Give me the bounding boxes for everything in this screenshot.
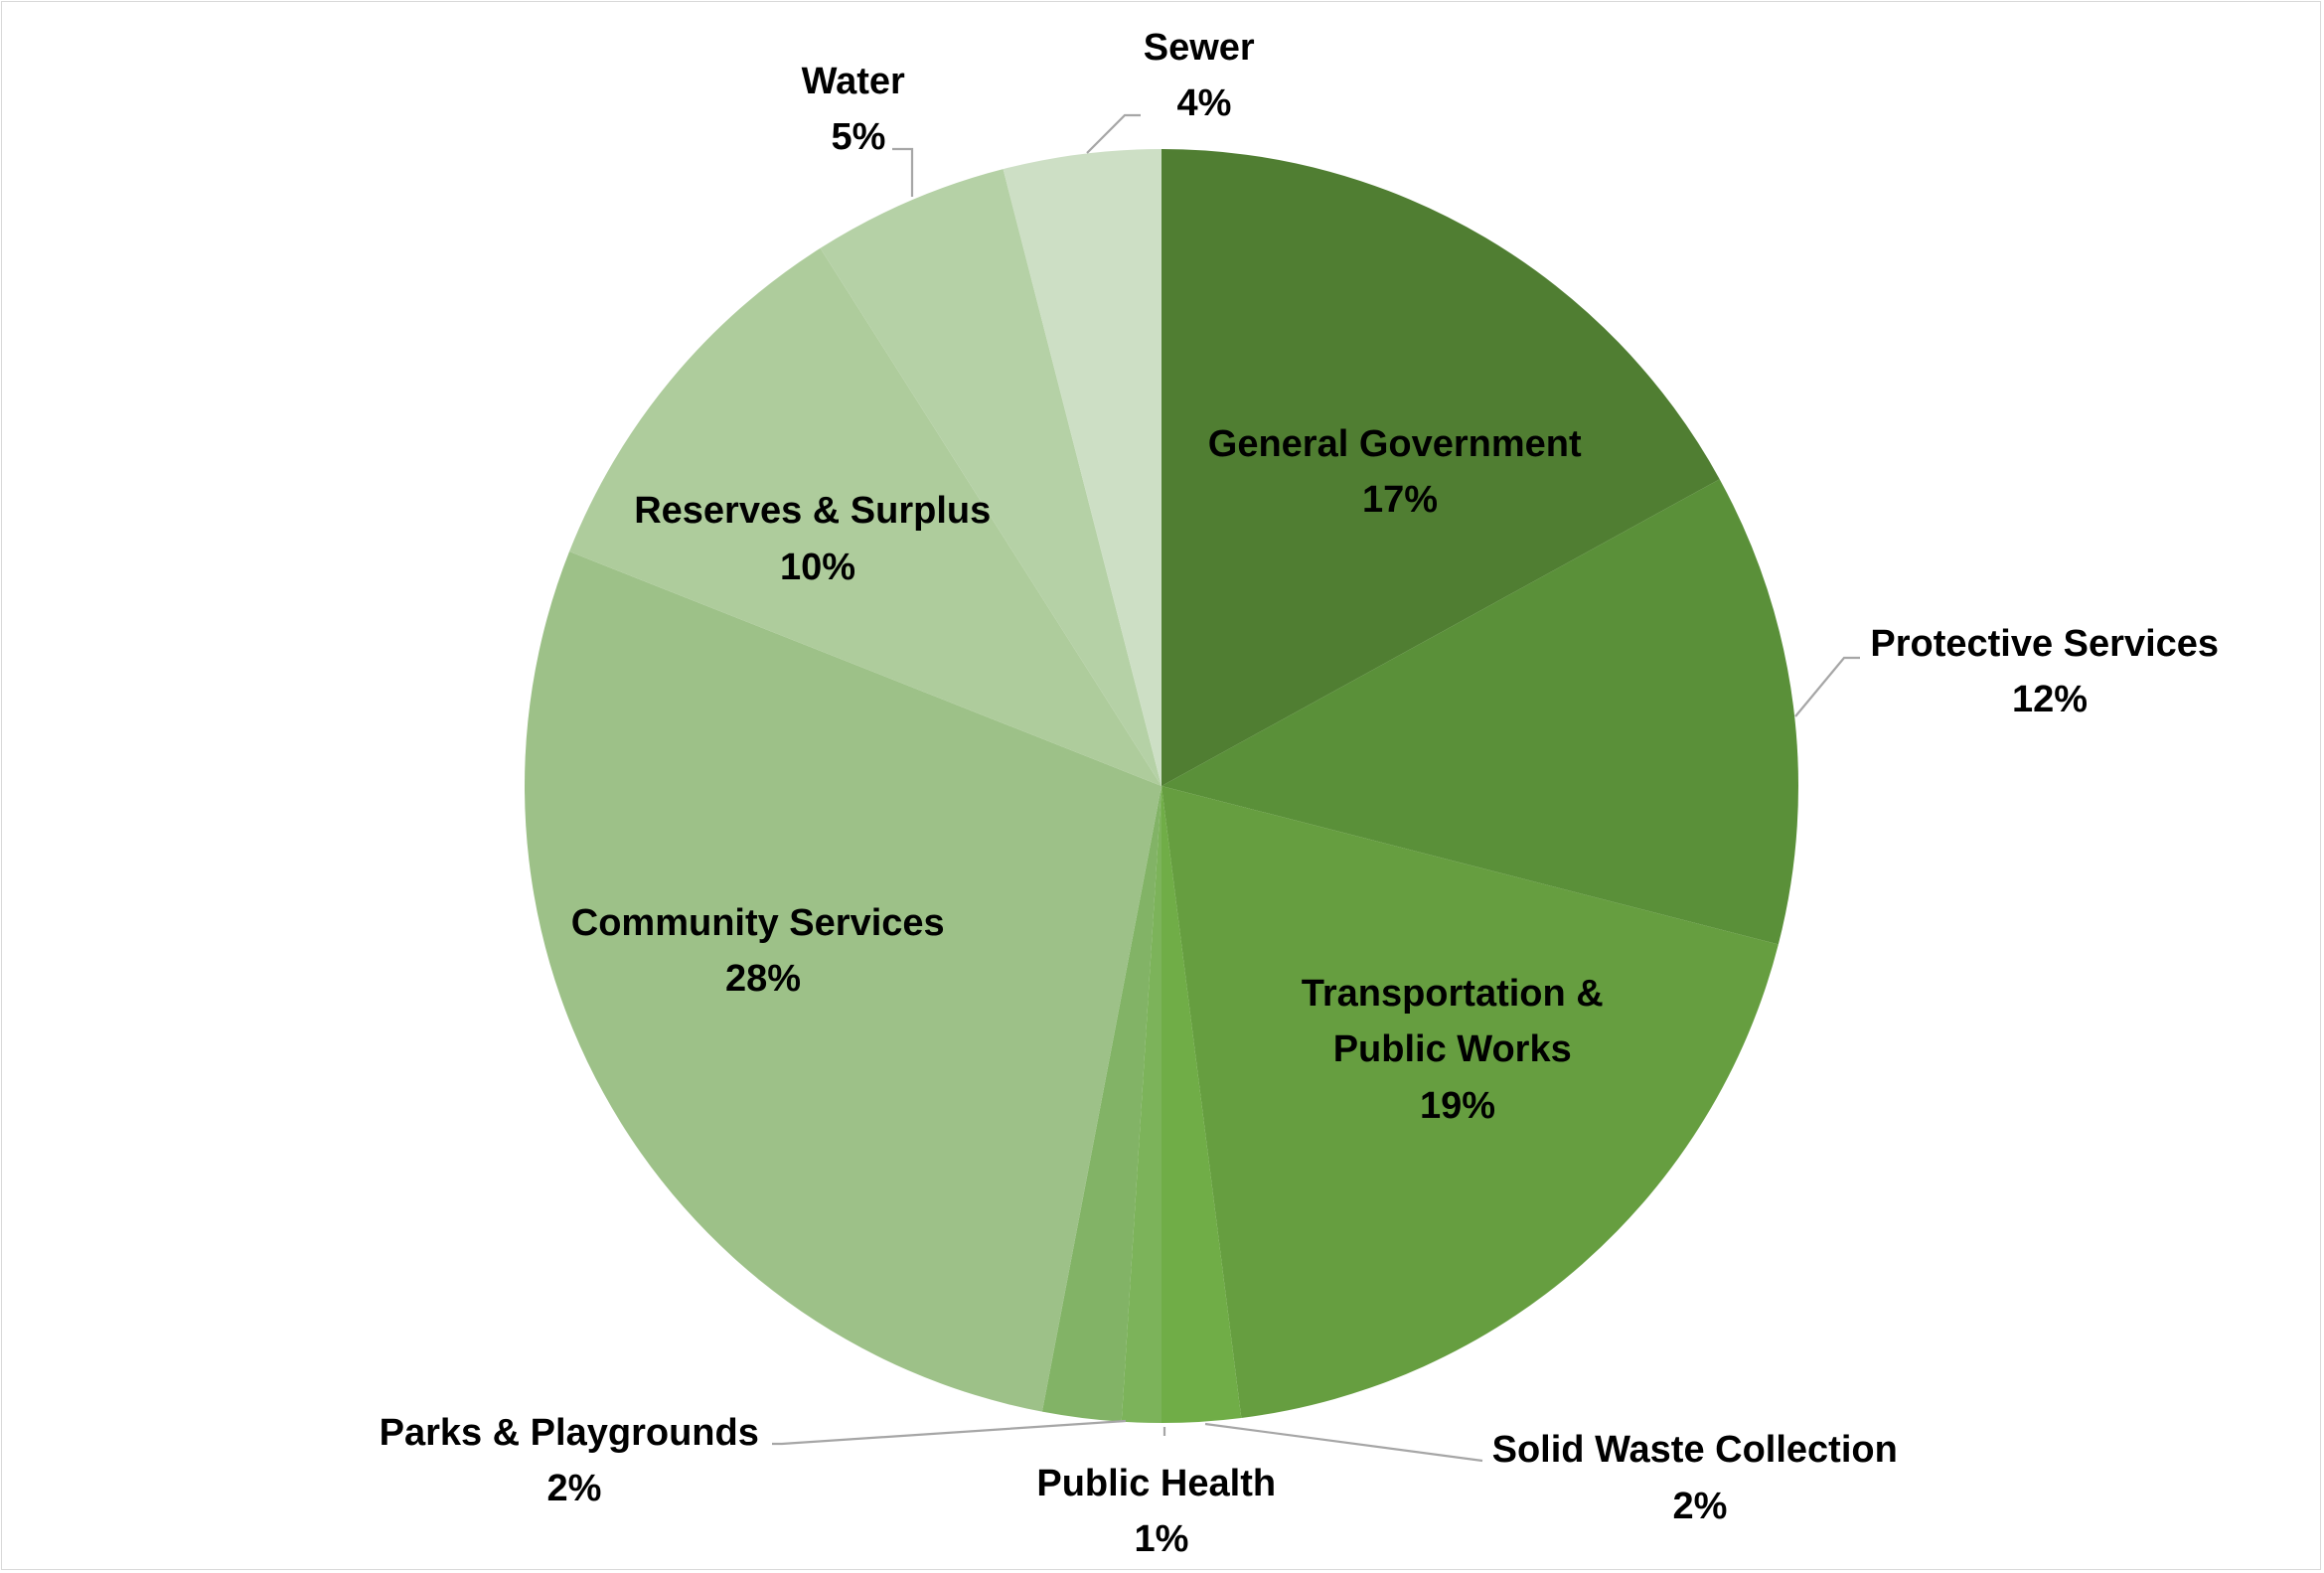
data-labels: General Government 17% Protective Servic… xyxy=(380,27,2229,1560)
data-label-transportation-public-works-value: 19% xyxy=(1420,1085,1495,1127)
data-label-protective-services: Protective Services 12% xyxy=(1870,623,2229,720)
pie-slice-water xyxy=(820,169,1162,786)
leader-line-water xyxy=(892,147,914,197)
data-label-public-health-name: Public Health xyxy=(1036,1463,1276,1504)
data-label-general-government-value: 17% xyxy=(1362,479,1438,521)
data-label-protective-services-name: Protective Services xyxy=(1870,623,2219,665)
pie-slice-parks-playgrounds xyxy=(1041,786,1162,1422)
data-label-reserves-surplus: Reserves & Surplus 10% xyxy=(634,490,1002,588)
data-label-water: Water 5% xyxy=(802,61,916,158)
pie-slice-solid-waste-collection xyxy=(1162,786,1242,1423)
data-label-transportation-line1: Transportation & xyxy=(1302,973,1604,1015)
leader-line-protective-services xyxy=(1794,656,1860,717)
leader-line-sewer xyxy=(1086,113,1141,154)
data-label-parks-playgrounds-name: Parks & Playgrounds xyxy=(380,1412,759,1454)
data-label-public-health-value: 1% xyxy=(1135,1518,1189,1560)
leader-line-solid-waste-collection xyxy=(1204,1422,1483,1463)
data-label-water-value: 5% xyxy=(832,116,886,158)
data-label-sewer-name: Sewer xyxy=(1144,27,1255,69)
data-label-solid-waste-collection-value: 2% xyxy=(1673,1486,1728,1527)
data-label-public-health: Public Health 1% xyxy=(1036,1463,1286,1560)
data-label-reserves-surplus-name: Reserves & Surplus xyxy=(634,490,991,532)
pie-slices xyxy=(524,149,1798,1423)
data-label-community-services-value: 28% xyxy=(725,958,801,1000)
pie-slice-general-government xyxy=(1162,149,1720,786)
data-label-water-name: Water xyxy=(802,61,905,102)
data-label-parks-playgrounds: Parks & Playgrounds 2% xyxy=(380,1412,770,1509)
pie-slice-public-health xyxy=(1121,786,1162,1423)
data-label-protective-services-value: 12% xyxy=(2012,679,2088,720)
pie-slice-community-services xyxy=(524,551,1162,1412)
leader-lines xyxy=(772,113,1860,1463)
pie-slice-transportation-public-works xyxy=(1162,786,1779,1418)
data-label-parks-playgrounds-value: 2% xyxy=(547,1468,602,1509)
data-label-general-government-name: General Government xyxy=(1208,423,1582,465)
data-label-community-services-name: Community Services xyxy=(571,902,945,944)
data-label-sewer: Sewer 4% xyxy=(1144,27,1266,124)
data-label-reserves-surplus-value: 10% xyxy=(780,547,855,588)
data-label-transportation-line2: Public Works xyxy=(1333,1028,1572,1070)
pie-slice-sewer xyxy=(1003,149,1162,786)
data-label-community-services: Community Services 28% xyxy=(571,902,955,1000)
data-label-general-government: General Government 17% xyxy=(1208,423,1592,521)
data-label-solid-waste-collection-name: Solid Waste Collection xyxy=(1492,1429,1898,1471)
data-label-solid-waste-collection: Solid Waste Collection 2% xyxy=(1492,1429,1909,1527)
data-label-transportation-public-works: Transportation & Public Works 19% xyxy=(1302,973,1615,1127)
pie-slice-protective-services xyxy=(1162,479,1798,945)
data-label-sewer-value: 4% xyxy=(1177,82,1232,124)
pie-slice-reserves-surplus xyxy=(569,247,1162,787)
leader-line-parks-playgrounds xyxy=(772,1419,1127,1446)
